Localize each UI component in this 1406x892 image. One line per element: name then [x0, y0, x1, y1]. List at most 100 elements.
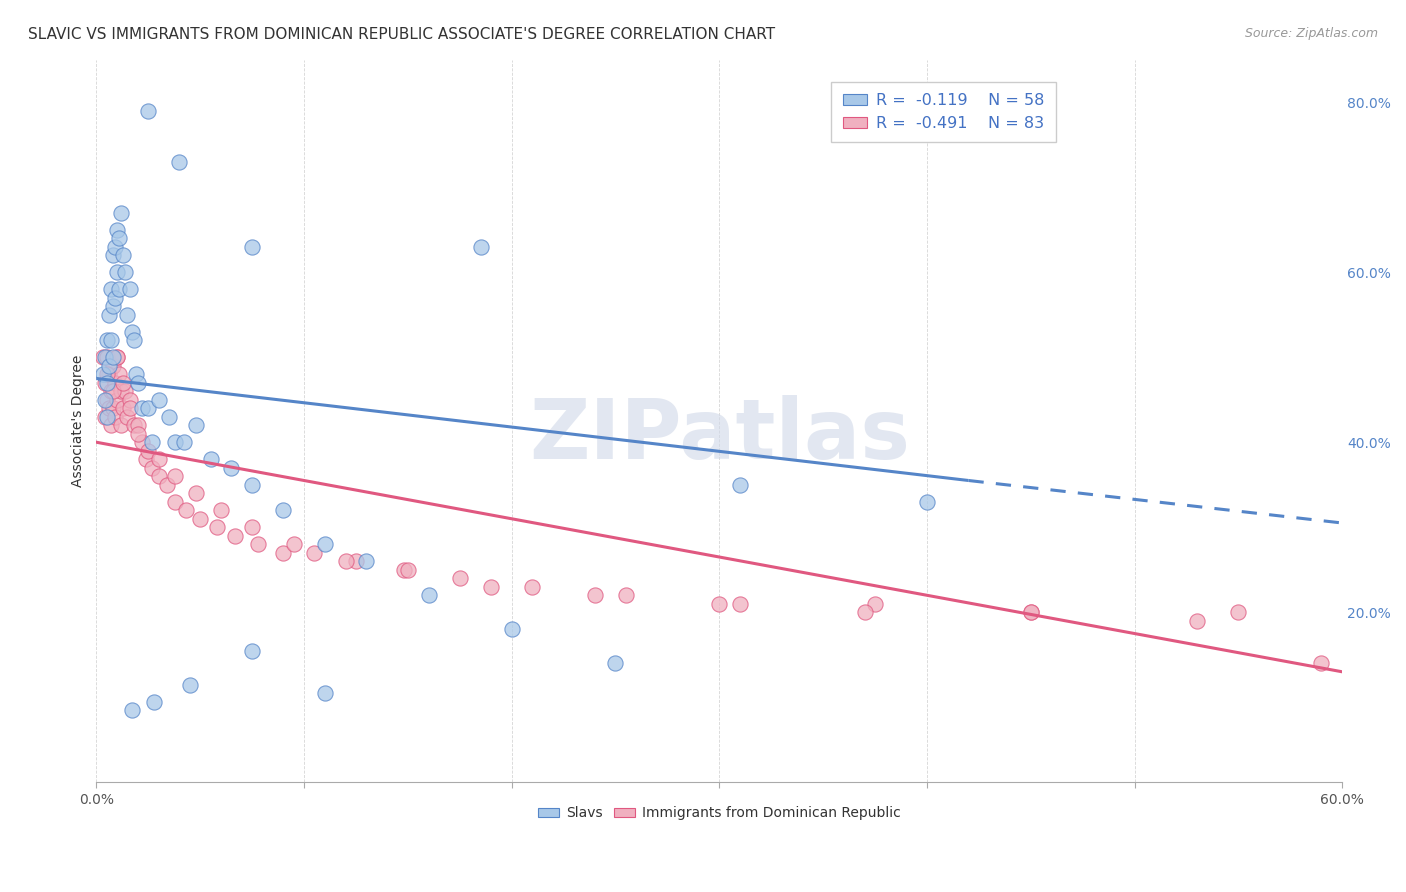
Point	[247, 537, 270, 551]
Point	[96, 368, 118, 382]
Point	[96, 333, 118, 347]
Point	[1227, 605, 1250, 619]
Point	[104, 240, 127, 254]
Point	[112, 401, 135, 416]
Point	[184, 486, 207, 500]
Point	[915, 495, 938, 509]
Point	[118, 392, 141, 407]
Point	[188, 512, 211, 526]
Point	[108, 231, 131, 245]
Point	[271, 546, 294, 560]
Point	[169, 154, 191, 169]
Point	[479, 580, 502, 594]
Point	[136, 103, 159, 118]
Point	[174, 503, 197, 517]
Point	[135, 452, 157, 467]
Point	[335, 554, 357, 568]
Point	[93, 409, 115, 424]
Point	[1019, 605, 1042, 619]
Point	[104, 291, 127, 305]
Point	[96, 392, 118, 407]
Point	[108, 282, 131, 296]
Point	[143, 695, 166, 709]
Point	[127, 376, 149, 390]
Point	[200, 452, 222, 467]
Point	[110, 205, 132, 219]
Point	[165, 435, 187, 450]
Point	[91, 368, 114, 382]
Point	[240, 520, 263, 534]
Point	[449, 571, 471, 585]
Point	[205, 520, 228, 534]
Point	[117, 409, 139, 424]
Point	[125, 368, 148, 382]
Point	[100, 418, 122, 433]
Point	[93, 392, 115, 407]
Point	[605, 657, 627, 671]
Point	[101, 359, 124, 373]
Point	[97, 359, 120, 373]
Point	[101, 350, 124, 364]
Point	[96, 350, 118, 364]
Legend: Slavs, Immigrants from Dominican Republic: Slavs, Immigrants from Dominican Republi…	[533, 801, 905, 826]
Point	[127, 426, 149, 441]
Text: SLAVIC VS IMMIGRANTS FROM DOMINICAN REPUBLIC ASSOCIATE'S DEGREE CORRELATION CHAR: SLAVIC VS IMMIGRANTS FROM DOMINICAN REPU…	[28, 27, 775, 42]
Point	[1310, 657, 1333, 671]
Point	[221, 460, 243, 475]
Point	[104, 409, 127, 424]
Point	[148, 469, 170, 483]
Point	[100, 384, 122, 399]
Point	[101, 248, 124, 262]
Text: Source: ZipAtlas.com: Source: ZipAtlas.com	[1244, 27, 1378, 40]
Point	[392, 563, 415, 577]
Point	[101, 299, 124, 313]
Text: ZIPatlas: ZIPatlas	[529, 395, 910, 476]
Point	[141, 435, 163, 450]
Point	[240, 643, 263, 657]
Point	[853, 605, 876, 619]
Point	[148, 392, 170, 407]
Point	[179, 677, 201, 691]
Point	[93, 350, 115, 364]
Point	[96, 409, 118, 424]
Point	[184, 418, 207, 433]
Point	[209, 503, 232, 517]
Point	[118, 401, 141, 416]
Point	[136, 401, 159, 416]
Point	[396, 563, 419, 577]
Point	[101, 384, 124, 399]
Point	[709, 597, 731, 611]
Point	[127, 418, 149, 433]
Point	[173, 435, 195, 450]
Point	[240, 477, 263, 491]
Point	[96, 376, 118, 390]
Point	[728, 597, 751, 611]
Y-axis label: Associate's Degree: Associate's Degree	[72, 355, 86, 487]
Point	[97, 401, 120, 416]
Point	[122, 333, 145, 347]
Point	[110, 384, 132, 399]
Point	[283, 537, 305, 551]
Point	[356, 554, 378, 568]
Point	[583, 588, 606, 602]
Point	[304, 546, 326, 560]
Point	[863, 597, 886, 611]
Point	[108, 368, 131, 382]
Point	[614, 588, 637, 602]
Point	[157, 409, 180, 424]
Point	[105, 350, 128, 364]
Point	[1019, 605, 1042, 619]
Point	[224, 529, 246, 543]
Point	[114, 384, 136, 399]
Point	[114, 265, 136, 279]
Point	[110, 418, 132, 433]
Point	[104, 376, 127, 390]
Point	[97, 308, 120, 322]
Point	[105, 265, 128, 279]
Point	[121, 703, 143, 717]
Point	[100, 333, 122, 347]
Point	[100, 282, 122, 296]
Point	[136, 443, 159, 458]
Point	[470, 240, 492, 254]
Point	[148, 452, 170, 467]
